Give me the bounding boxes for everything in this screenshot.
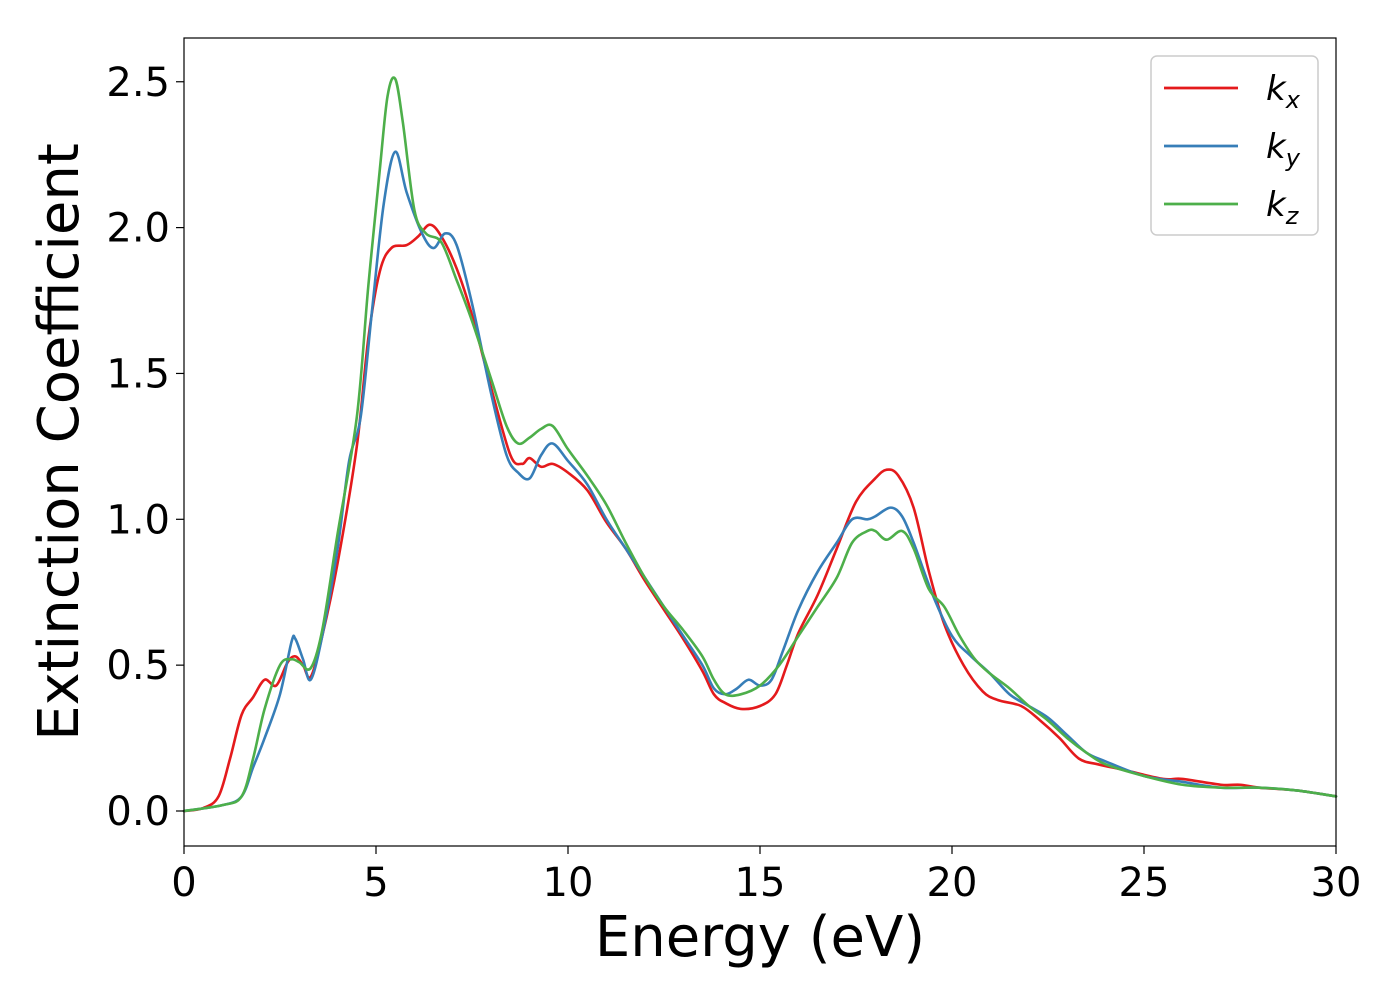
x-tick-label: 10 xyxy=(543,860,594,906)
y-tick-label: 1.5 xyxy=(106,351,170,397)
y-tick-label: 2.5 xyxy=(106,60,170,106)
series-layer xyxy=(182,76,1338,813)
legend-label-kz: kz xyxy=(1266,185,1300,230)
y-tick-label: 2.0 xyxy=(106,206,170,252)
y-tick-label: 0.5 xyxy=(106,643,170,689)
x-axis-title: Energy (eV) xyxy=(595,905,925,970)
y-tick-label: 1.0 xyxy=(106,497,170,543)
y-axis: 0.0 0.5 1.0 1.5 2.0 2.5 xyxy=(106,60,184,835)
x-tick-label: 25 xyxy=(1119,860,1170,906)
y-axis-title: Extinction Coefficient xyxy=(27,143,92,741)
x-tick-label: 30 xyxy=(1311,860,1362,906)
legend: kx ky kz xyxy=(1150,55,1319,236)
x-tick-label: 20 xyxy=(927,860,978,906)
legend-label-kx: kx xyxy=(1266,69,1301,114)
x-tick-label: 0 xyxy=(171,860,196,906)
y-tick-label: 0.0 xyxy=(106,789,170,835)
series-line-kz xyxy=(182,76,1338,813)
x-axis: 0 5 10 15 20 25 30 xyxy=(171,846,1361,906)
x-tick-label: 15 xyxy=(735,860,786,906)
x-tick-label: 5 xyxy=(363,860,388,906)
legend-label-ky: ky xyxy=(1266,127,1301,172)
